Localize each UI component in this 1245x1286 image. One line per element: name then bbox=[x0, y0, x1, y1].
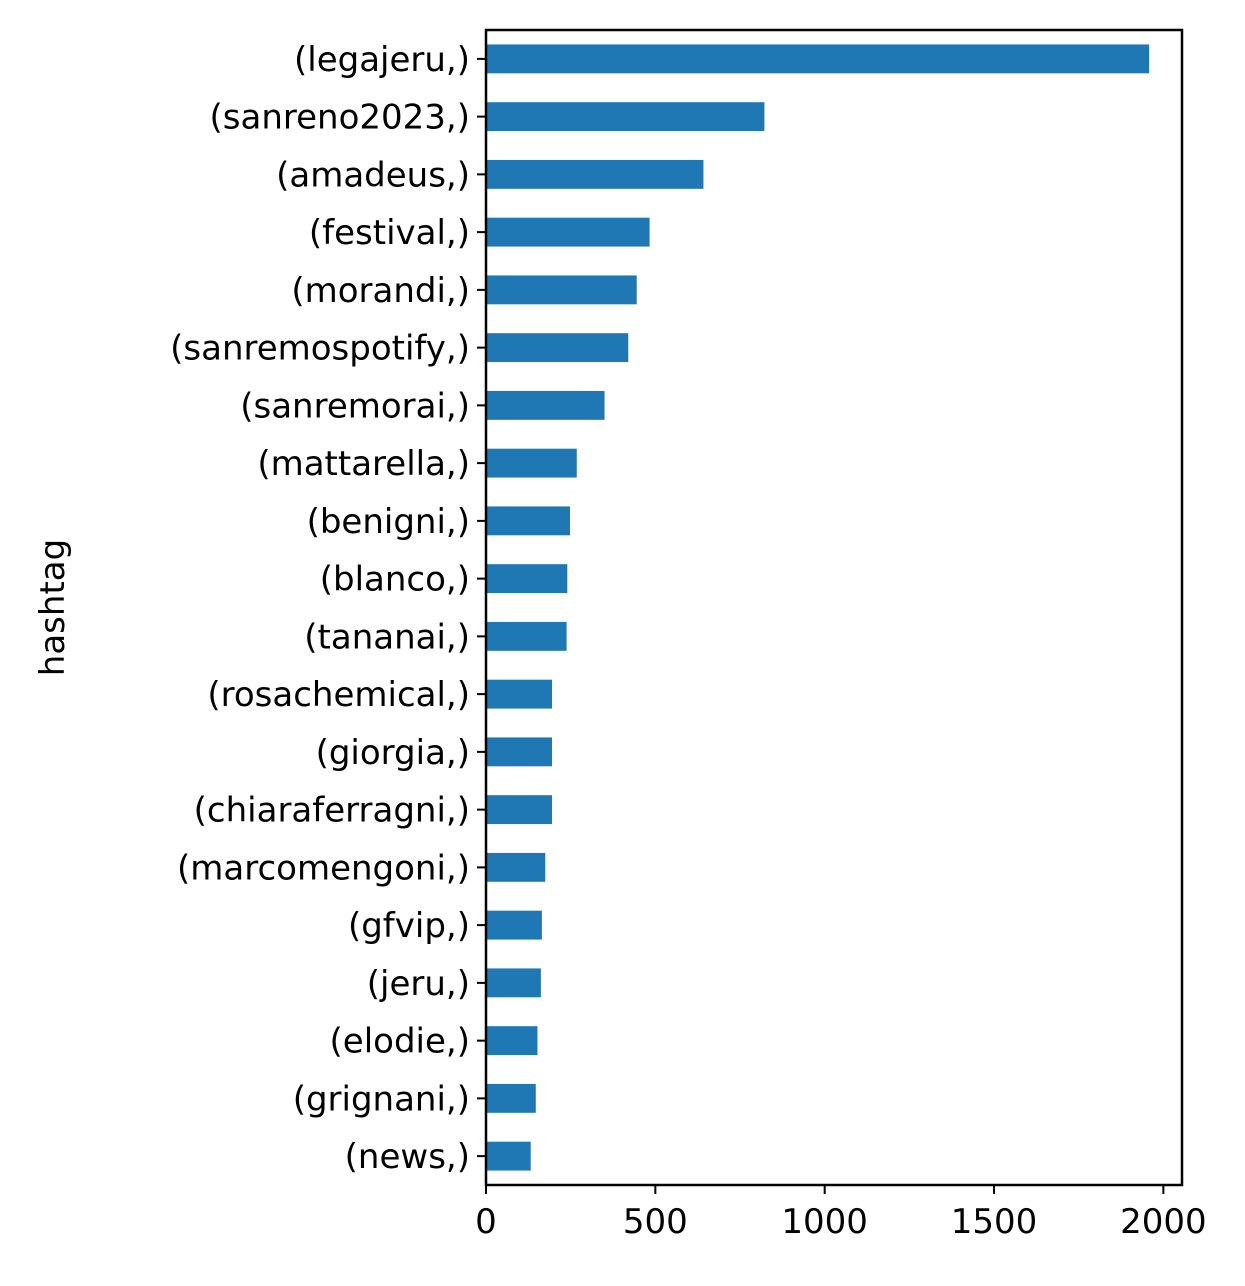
y-tick-label: (festival,) bbox=[309, 213, 470, 253]
bar bbox=[486, 333, 629, 363]
x-axis-ticks: 0 500 1000 1500 2000 bbox=[475, 1185, 1207, 1242]
y-tick-label: (elodie,) bbox=[330, 1022, 470, 1062]
bar bbox=[486, 910, 542, 940]
bar bbox=[486, 217, 650, 247]
y-tick-label: (benigni,) bbox=[307, 502, 470, 542]
bar bbox=[486, 275, 637, 305]
bar bbox=[486, 390, 605, 420]
bar bbox=[486, 737, 553, 767]
x-tick-label: 2000 bbox=[1120, 1202, 1207, 1242]
bar bbox=[486, 44, 1150, 74]
y-axis-ticks: (legajeru,) (sanreno2023,) (amadeus,) (fest… bbox=[170, 40, 486, 1177]
x-tick-label: 1000 bbox=[781, 1202, 868, 1242]
y-tick-label: (tananai,) bbox=[304, 617, 470, 657]
y-tick-label: (amadeus,) bbox=[276, 155, 470, 195]
y-tick-label: (mattarella,) bbox=[257, 444, 470, 484]
bar bbox=[486, 968, 541, 998]
bar bbox=[486, 795, 553, 825]
y-tick-label: (legajeru,) bbox=[294, 40, 470, 80]
bar bbox=[486, 102, 765, 132]
bar bbox=[486, 852, 546, 882]
y-tick-label: (morandi,) bbox=[291, 271, 470, 311]
bar bbox=[486, 448, 577, 478]
plot-frame bbox=[484, 28, 1184, 1187]
y-tick-label: (sanremospotify,) bbox=[170, 329, 470, 369]
y-axis-label: hashtag bbox=[33, 539, 73, 676]
bar bbox=[486, 1083, 536, 1113]
bar bbox=[486, 1026, 538, 1056]
bar bbox=[486, 679, 553, 709]
y-tick-label: (gfvip,) bbox=[348, 906, 470, 946]
bar bbox=[486, 506, 570, 536]
bar bbox=[486, 564, 568, 594]
y-tick-label: (sanremorai,) bbox=[240, 386, 470, 426]
y-tick-label: (blanco,) bbox=[320, 560, 470, 600]
bars-group bbox=[486, 44, 1150, 1171]
bar bbox=[486, 1141, 531, 1171]
y-tick-label: (sanreno2023,) bbox=[210, 98, 470, 138]
y-tick-label: (rosachemical,) bbox=[207, 675, 470, 715]
y-tick-label: (news,) bbox=[345, 1137, 470, 1177]
bar bbox=[486, 621, 567, 651]
y-tick-label: (giorgia,) bbox=[316, 733, 470, 773]
y-tick-label: (jeru,) bbox=[367, 964, 470, 1004]
x-tick-label: 0 bbox=[475, 1202, 497, 1242]
x-tick-label: 1500 bbox=[951, 1202, 1038, 1242]
y-tick-label: (marcomengoni,) bbox=[177, 848, 470, 888]
y-tick-label: (grignani,) bbox=[293, 1079, 470, 1119]
x-tick-label: 500 bbox=[623, 1202, 688, 1242]
y-tick-label: (chiaraferragni,) bbox=[194, 791, 470, 831]
bar bbox=[486, 159, 704, 189]
